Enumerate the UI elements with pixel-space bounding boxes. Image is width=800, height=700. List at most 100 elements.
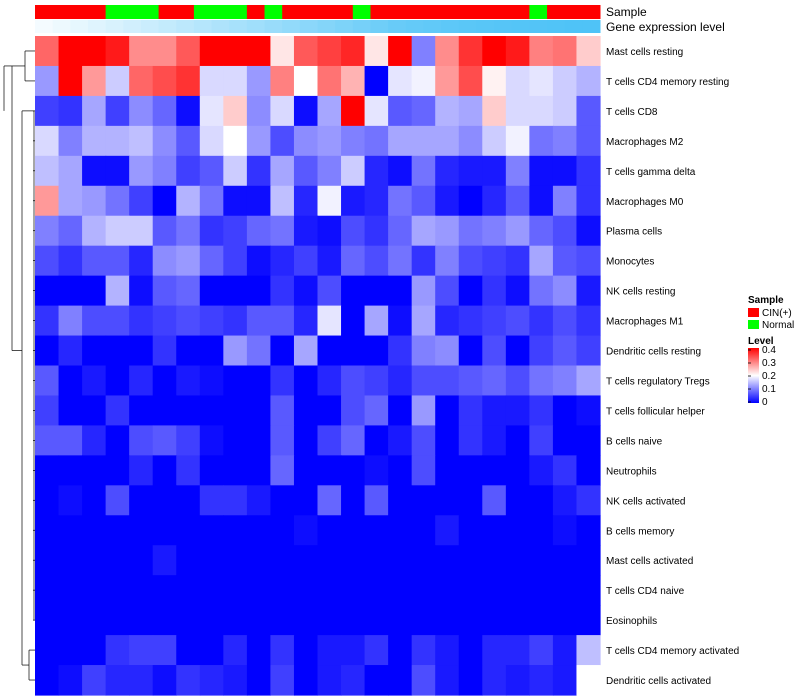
heatmap-cell — [505, 305, 530, 337]
heatmap-cell — [129, 545, 154, 576]
heatmap-cell — [105, 245, 130, 277]
heatmap-cell — [576, 515, 601, 546]
heatmap-cell — [35, 425, 60, 456]
heatmap-cell — [458, 185, 483, 217]
heatmap-cell — [505, 515, 530, 546]
heatmap-cell — [246, 365, 272, 397]
heatmap-cell — [576, 215, 601, 247]
heatmap-cell — [176, 545, 201, 576]
heatmap-cell — [293, 545, 319, 576]
heatmap-cell — [388, 335, 413, 367]
heatmap-cell — [246, 545, 272, 576]
heatmap-cell — [105, 275, 130, 307]
heatmap-cell — [82, 455, 107, 486]
heatmap-cell — [82, 125, 107, 157]
heatmap-cell — [293, 575, 319, 606]
heatmap-cell — [317, 275, 342, 307]
heatmap-cell — [505, 635, 530, 666]
heatmap-cell — [317, 245, 342, 277]
heatmap-cell — [223, 395, 248, 427]
heatmap-cell — [552, 365, 578, 397]
heatmap-cell — [388, 485, 413, 516]
heatmap-cell — [411, 215, 436, 247]
sample-annotation-cell — [582, 5, 601, 19]
heatmap-cell — [482, 605, 507, 636]
heatmap-cell — [529, 635, 554, 666]
heatmap-cell — [270, 545, 295, 576]
sample-annotation-cell — [547, 5, 566, 19]
heatmap-cell — [458, 605, 483, 636]
heatmap-cell — [411, 395, 436, 427]
heatmap-cell — [505, 425, 530, 456]
heatmap-cell — [270, 635, 295, 666]
heatmap-cell — [105, 185, 130, 217]
heatmap-cell — [505, 36, 530, 67]
sample-annotation-cell — [193, 5, 213, 19]
row-label: Eosinophils — [606, 616, 657, 627]
heatmap-cell — [529, 575, 554, 606]
heatmap-cell — [411, 485, 436, 516]
heatmap-cell — [199, 335, 224, 367]
heatmap-cell — [176, 635, 201, 666]
heatmap-cell — [576, 275, 601, 307]
heatmap-cell — [246, 665, 272, 696]
sample-annotation-cell — [229, 5, 248, 19]
sample-annotation-cell — [352, 5, 371, 19]
heatmap-cell — [435, 575, 460, 606]
expression-annotation-cell — [264, 20, 283, 33]
sample-annotation-cell — [458, 5, 477, 19]
heatmap-cell — [199, 125, 224, 157]
heatmap-cell — [270, 245, 295, 277]
heatmap-cell — [505, 545, 530, 576]
heatmap-cell — [341, 665, 366, 696]
heatmap-cell — [82, 605, 107, 636]
heatmap-cell — [82, 485, 107, 516]
heatmap-cell — [199, 365, 224, 397]
row-label: Macrophages M1 — [606, 317, 684, 328]
heatmap-cell — [176, 665, 201, 696]
heatmap-cell — [552, 275, 578, 307]
heatmap-cell — [411, 155, 436, 187]
heatmap-cell — [341, 95, 366, 127]
expression-annotation-cell — [70, 20, 89, 33]
heatmap-cell — [129, 455, 154, 486]
heatmap-cell — [58, 95, 83, 127]
heatmap-cell — [435, 245, 460, 277]
heatmap-cell — [458, 365, 483, 397]
expression-annotation-cell — [458, 20, 477, 33]
heatmap-cell — [529, 65, 554, 97]
expression-annotation-cell — [176, 20, 195, 33]
heatmap-cell — [388, 36, 413, 67]
expression-annotation-cell — [511, 20, 530, 33]
heatmap-cell — [341, 395, 366, 427]
heatmap-cell — [223, 95, 248, 127]
heatmap-cell — [82, 635, 107, 666]
heatmap-cell — [58, 275, 83, 307]
heatmap-cell — [58, 305, 83, 337]
heatmap-cell — [199, 395, 224, 427]
heatmap-cell — [364, 425, 389, 456]
row-label: Mast cells resting — [606, 47, 683, 58]
heatmap-cell — [317, 395, 342, 427]
heatmap-cell — [458, 36, 483, 67]
heatmap-cell — [552, 305, 578, 337]
heatmap-cell — [552, 605, 578, 636]
heatmap-cell — [341, 335, 366, 367]
heatmap-cell — [529, 155, 554, 187]
heatmap-cell — [293, 395, 319, 427]
heatmap-cell — [458, 515, 483, 546]
heatmap-cell — [152, 36, 177, 67]
heatmap-cell — [58, 365, 83, 397]
heatmap-cell — [199, 95, 224, 127]
heatmap-cell — [105, 635, 130, 666]
heatmap-cell — [293, 65, 319, 97]
heatmap-cell — [35, 515, 60, 546]
heatmap-cell — [482, 245, 507, 277]
heatmap-cell — [411, 275, 436, 307]
row-label: Macrophages M0 — [606, 197, 684, 208]
heatmap-cell — [576, 605, 601, 636]
heatmap-cell — [199, 575, 224, 606]
expression-annotation-cell — [140, 20, 160, 33]
heatmap-cell — [129, 575, 154, 606]
heatmap-cell — [435, 605, 460, 636]
